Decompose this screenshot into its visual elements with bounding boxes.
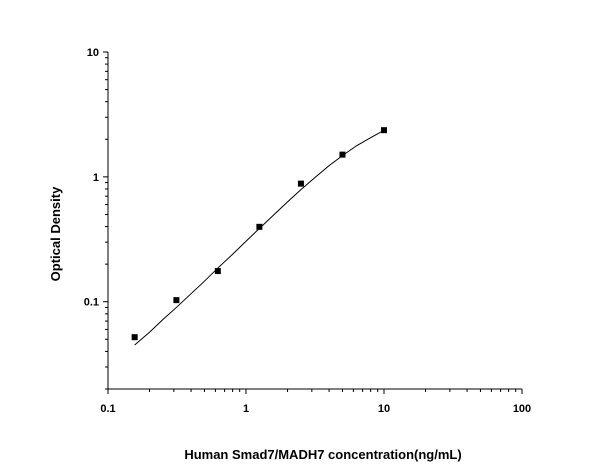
- data-point: [339, 151, 346, 158]
- y-tick-label: 10: [87, 47, 99, 59]
- data-point: [256, 223, 263, 230]
- y-tick-label: 0.1: [84, 297, 99, 309]
- x-axis-title: Human Smad7/MADH7 concentration(ng/mL): [184, 447, 461, 462]
- fit-curve: [134, 129, 385, 346]
- x-tick-label: 10: [378, 403, 390, 415]
- data-point: [214, 268, 221, 275]
- y-axis-title: Optical Density: [48, 186, 63, 281]
- data-points: [131, 127, 387, 341]
- data-point: [173, 297, 180, 304]
- data-point: [297, 180, 304, 187]
- x-tick-label: 1: [243, 403, 249, 415]
- fit-curve-layer: [134, 129, 385, 346]
- data-point: [381, 127, 387, 134]
- data-point: [131, 334, 138, 341]
- ticks: 0.1 1 10 100 0.1 1 10: [84, 47, 531, 415]
- x-tick-label: 100: [513, 403, 531, 415]
- axes: [107, 52, 522, 390]
- x-tick-label: 0.1: [100, 403, 115, 415]
- y-tick-label: 1: [93, 172, 99, 184]
